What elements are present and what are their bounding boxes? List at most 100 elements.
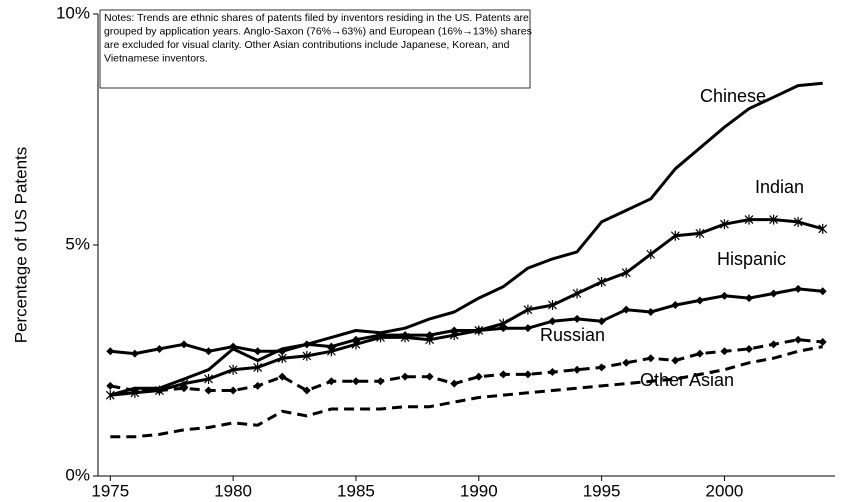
point-marker: [253, 362, 263, 373]
point-marker: [229, 342, 238, 351]
point-marker: [745, 294, 754, 303]
point-marker: [818, 223, 828, 234]
point-marker: [106, 347, 115, 356]
point-marker: [499, 324, 508, 333]
series-label: Russian: [540, 325, 605, 345]
note-line: are excluded for visual clarity. Other A…: [104, 39, 510, 51]
point-marker: [744, 214, 754, 225]
point-marker: [597, 363, 606, 372]
series-label: Other Asian: [640, 370, 734, 390]
point-marker: [793, 216, 803, 227]
point-marker: [818, 287, 827, 296]
point-marker: [130, 349, 139, 358]
note-line: Notes: Trends are ethnic shares of paten…: [104, 12, 529, 24]
point-marker: [130, 386, 139, 395]
x-tick-label: 1990: [460, 481, 498, 500]
point-marker: [376, 331, 385, 340]
point-marker: [179, 384, 188, 393]
point-marker: [302, 386, 311, 395]
point-marker: [376, 377, 385, 386]
x-tick-label: 1995: [583, 481, 621, 500]
x-tick-label: 1980: [214, 481, 252, 500]
point-marker: [745, 344, 754, 353]
y-axis-label: Percentage of US Patents: [11, 147, 30, 344]
point-marker: [695, 349, 704, 358]
point-marker: [253, 381, 262, 390]
point-marker: [474, 326, 483, 335]
point-marker: [769, 289, 778, 298]
point-marker: [351, 335, 360, 344]
point-marker: [597, 317, 606, 326]
point-marker: [204, 347, 213, 356]
series-line: [110, 345, 823, 439]
point-marker: [302, 340, 311, 349]
point-marker: [818, 338, 827, 347]
point-marker: [646, 307, 655, 316]
point-marker: [106, 381, 115, 390]
point-marker: [155, 386, 164, 395]
series-line: [110, 218, 824, 397]
point-marker: [105, 390, 115, 401]
point-marker: [204, 373, 213, 384]
y-tick-label: 0%: [65, 465, 90, 484]
x-tick-label: 1975: [91, 481, 129, 500]
point-marker: [573, 365, 582, 374]
point-marker: [769, 214, 779, 225]
point-marker: [523, 324, 532, 333]
point-marker: [228, 364, 238, 375]
point-marker: [548, 317, 557, 326]
point-marker: [794, 335, 803, 344]
point-marker: [179, 340, 188, 349]
series-label: Hispanic: [717, 249, 786, 269]
point-marker: [229, 386, 238, 395]
point-marker: [450, 379, 459, 388]
series-line: [110, 287, 823, 356]
point-marker: [474, 372, 483, 381]
point-marker: [794, 284, 803, 293]
point-marker: [720, 219, 729, 230]
point-marker: [572, 288, 582, 299]
notes-box: [99, 9, 531, 89]
point-marker: [573, 314, 582, 323]
point-marker: [351, 377, 360, 386]
point-marker: [523, 370, 532, 379]
series-label: Indian: [755, 177, 804, 197]
point-marker: [671, 356, 680, 365]
point-marker: [670, 230, 680, 241]
point-marker: [401, 372, 410, 381]
point-marker: [425, 331, 434, 340]
point-marker: [695, 296, 704, 305]
series-line: [110, 338, 823, 392]
point-marker: [278, 372, 287, 381]
y-tick-label: 10%: [56, 3, 90, 22]
point-marker: [622, 305, 631, 314]
x-tick-label: 1985: [337, 481, 375, 500]
point-marker: [499, 370, 508, 379]
point-marker: [622, 358, 631, 367]
point-marker: [621, 267, 631, 278]
point-marker: [278, 347, 287, 356]
point-marker: [646, 249, 656, 260]
point-marker: [327, 377, 336, 386]
point-marker: [720, 347, 729, 356]
point-marker: [204, 386, 213, 395]
x-tick-label: 2000: [706, 481, 744, 500]
point-marker: [425, 372, 434, 381]
note-line: Vietnamese inventors.: [104, 53, 208, 65]
point-marker: [327, 342, 336, 351]
point-marker: [302, 350, 312, 361]
point-marker: [253, 347, 262, 356]
point-marker: [450, 326, 459, 335]
point-marker: [548, 368, 557, 377]
point-marker: [597, 276, 607, 287]
point-marker: [695, 228, 705, 239]
series-label: Chinese: [700, 86, 766, 106]
point-marker: [720, 291, 729, 300]
series-line: [109, 81, 823, 397]
point-marker: [401, 331, 410, 340]
point-marker: [769, 340, 778, 349]
point-marker: [548, 300, 557, 311]
point-marker: [523, 304, 533, 315]
point-marker: [155, 344, 164, 353]
